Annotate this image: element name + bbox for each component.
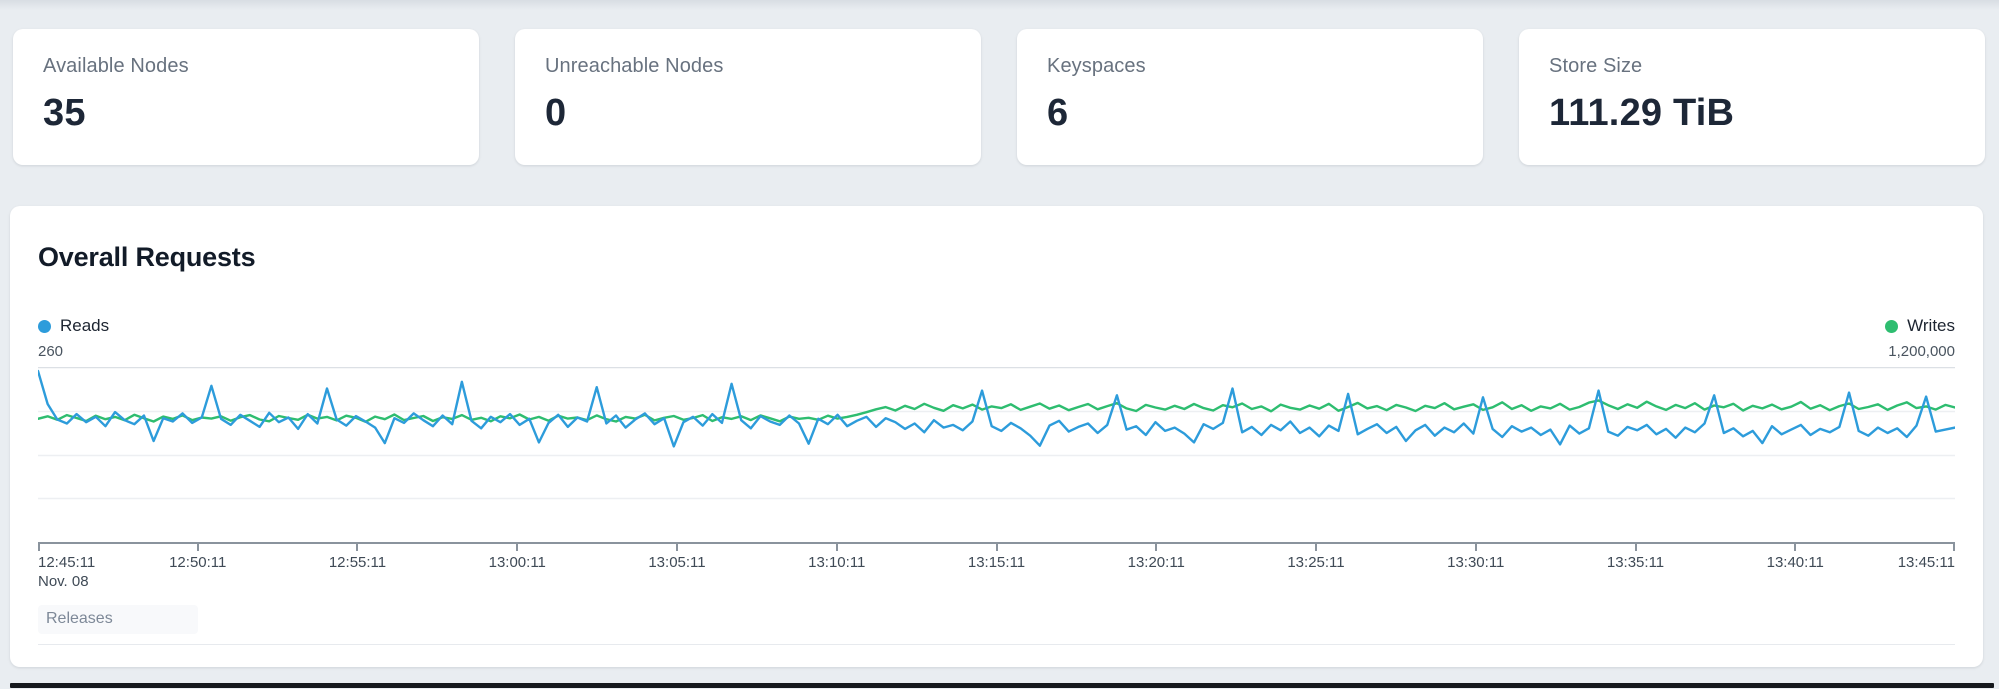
legend-item-writes[interactable]: Writes [1885,316,1955,336]
x-axis-tick-label: 13:15:11 [967,554,1026,571]
stat-value: 0 [545,92,567,134]
stat-card-unreachable-nodes: Unreachable Nodes 0 [515,29,981,165]
x-axis-tick-label: 13:40:11 [1766,554,1824,571]
series-line-writes [38,401,1955,422]
top-edge-shadow [0,0,1999,10]
x-axis-tick [1314,544,1317,551]
x-axis-labels: 12:45:11 12:50:11 12:55:11 13:00:11 13:05:11… [38,551,1955,591]
legend-item-reads[interactable]: Reads [38,316,109,336]
x-axis-date-label: Nov. 08 [38,573,89,590]
stat-value: 111.29 TiB [1549,92,1735,134]
x-axis [38,542,1955,551]
x-axis-tick [1155,544,1158,551]
x-axis-tick-label: 13:20:11 [1127,554,1185,571]
stat-card-available-nodes: Available Nodes 35 [13,29,479,165]
stat-label: Keyspaces [1047,55,1146,77]
x-axis-tick-label: 12:50:11 [169,554,227,571]
x-axis-tick [1794,544,1797,551]
x-axis-tick [995,544,998,551]
panel-title: Overall Requests [38,242,256,272]
stat-label: Unreachable Nodes [545,55,724,77]
x-axis-tick-label: 13:10:11 [808,554,866,571]
chart-legend: Reads Writes [38,315,1955,337]
stat-cards-row: Available Nodes 35 Unreachable Nodes 0 K… [13,29,1985,165]
y-axis-max-labels: 260 1,200,000 [38,343,1955,361]
releases-row: Releases [38,605,1955,645]
x-axis-tick-label: 13:35:11 [1606,554,1665,571]
x-axis-tick [835,544,838,551]
overall-requests-panel: Overall Requests Reads Writes 260 1,200,… [10,206,1983,667]
y-right-max-label: 1,200,000 [1888,343,1955,360]
x-axis-tick-label: 12:45:11 [38,554,96,571]
reads-legend-dot-icon [38,319,51,333]
x-axis-tick-label: 13:25:11 [1287,554,1345,571]
writes-legend-dot-icon [1885,319,1899,333]
x-axis-tick [675,544,678,551]
x-axis-tick [356,544,359,551]
x-axis-tick-label: 13:00:11 [488,554,546,571]
stat-value: 35 [43,92,86,134]
window-bottom-edge [10,683,1994,688]
requests-chart-plot-area[interactable] [38,367,1955,542]
x-axis-tick [1474,544,1477,551]
x-axis-tick-label: 13:05:11 [648,554,706,571]
stat-value: 6 [1047,92,1069,134]
releases-toggle[interactable]: Releases [38,605,198,634]
x-axis-tick [516,544,519,551]
x-axis-tick [1953,544,1955,551]
series-line-reads [38,371,1955,446]
stat-label: Available Nodes [43,55,189,77]
x-axis-tick [1634,544,1637,551]
stat-card-keyspaces: Keyspaces 6 [1017,29,1483,165]
stat-label: Store Size [1549,55,1643,77]
x-axis-tick-label: 13:30:11 [1447,554,1505,571]
x-axis-tick [38,544,40,551]
x-axis-tick [196,544,199,551]
stat-card-store-size: Store Size 111.29 TiB [1519,29,1985,165]
legend-label: Reads [60,316,110,335]
requests-chart-svg [38,367,1955,542]
legend-label: Writes [1907,316,1955,335]
y-left-max-label: 260 [38,343,64,360]
x-axis-tick-label: 13:45:11 [1897,554,1955,571]
x-axis-tick-label: 12:55:11 [328,554,387,571]
